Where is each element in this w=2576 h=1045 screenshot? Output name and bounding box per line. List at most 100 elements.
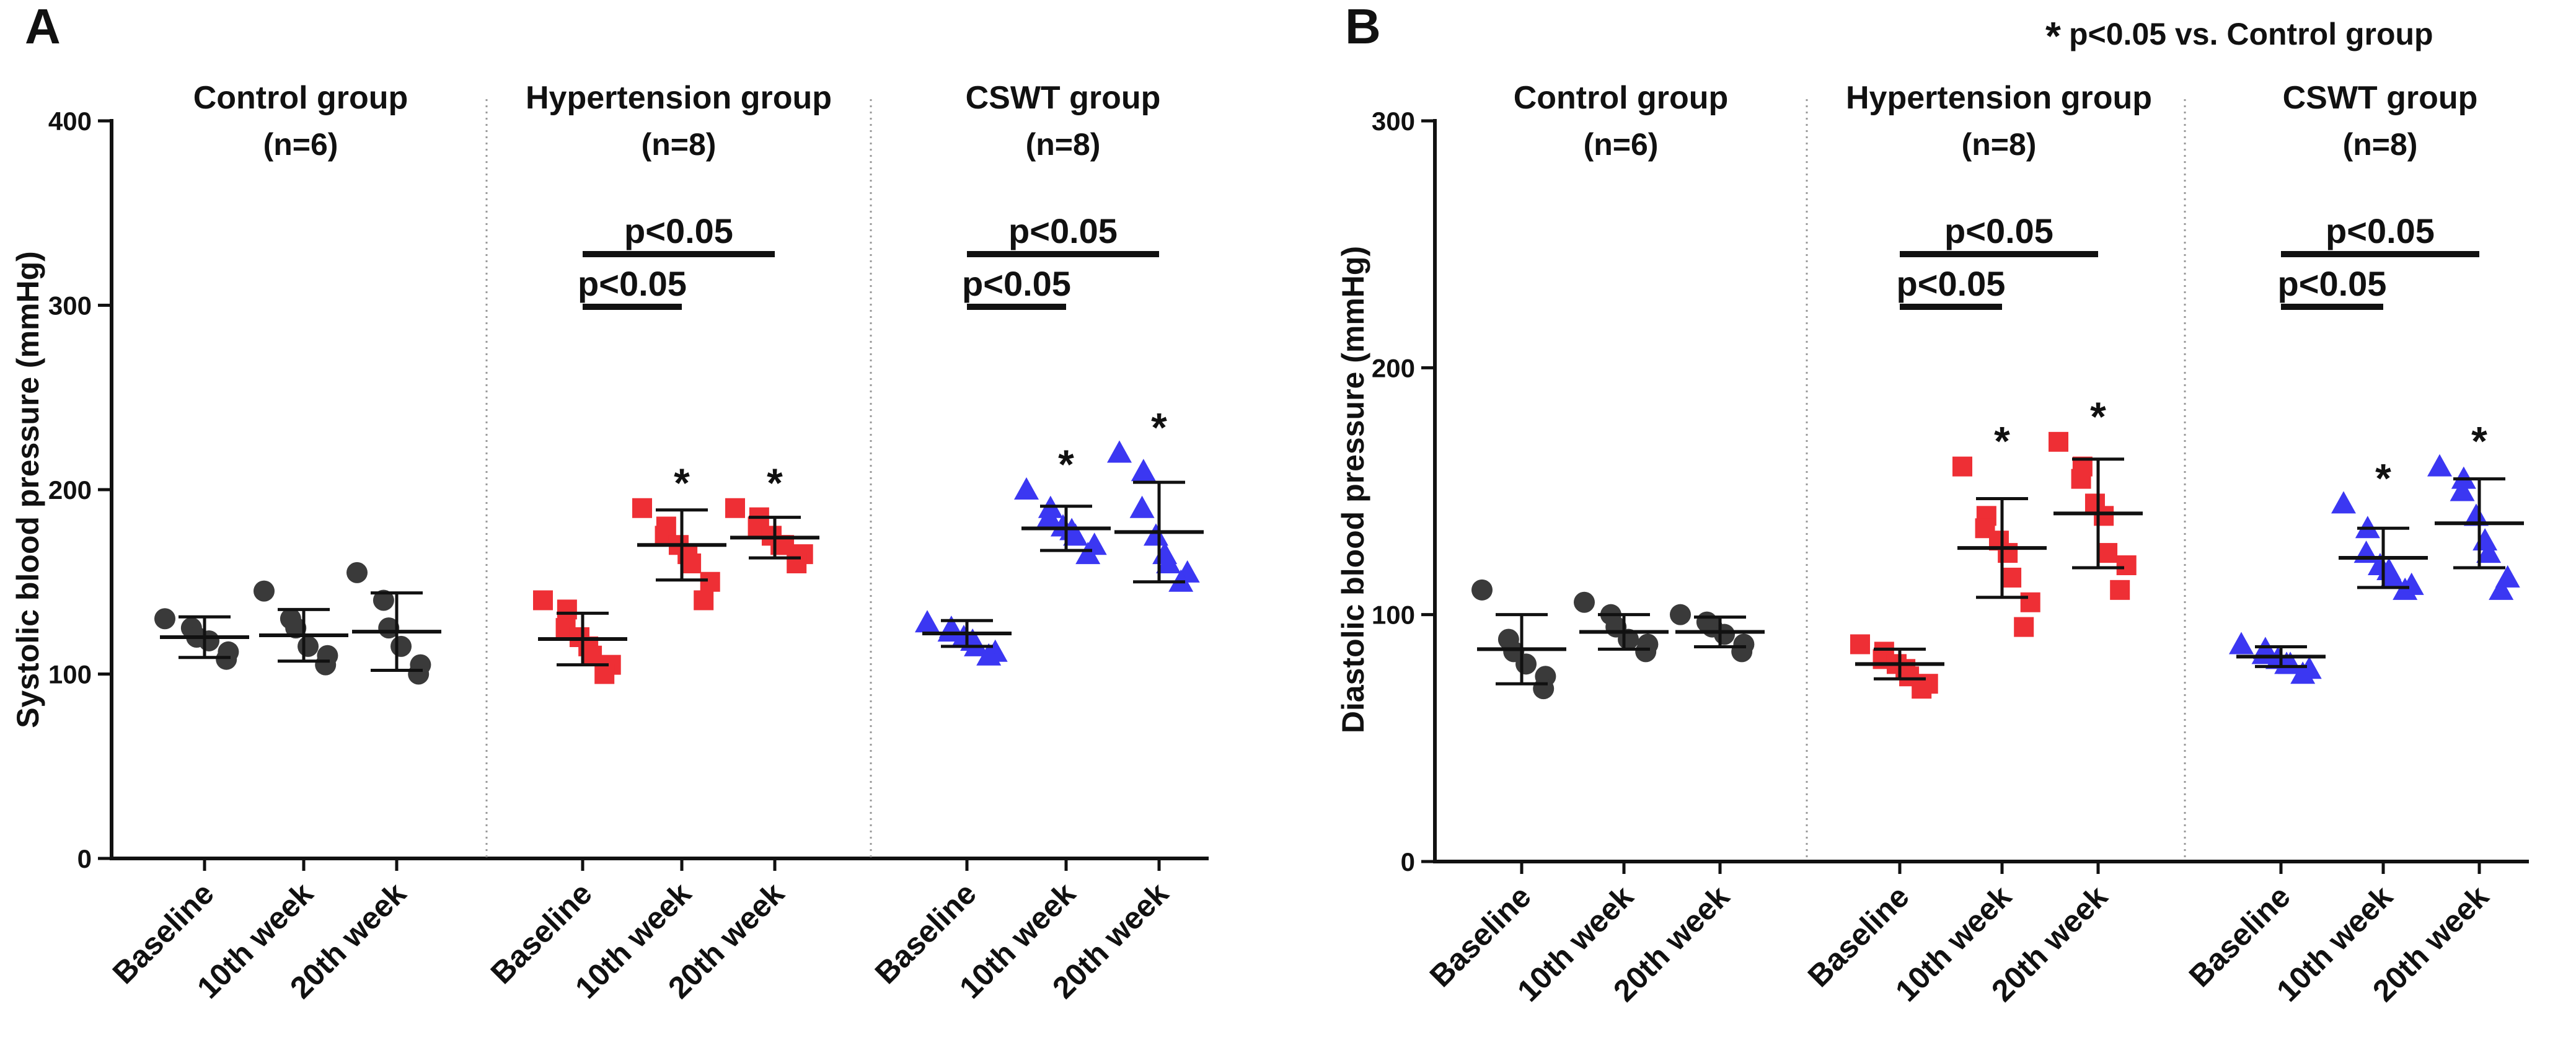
panel-b-significance-label: p<0.05 — [2326, 211, 2435, 250]
panel-b-significance-label: p<0.05 — [2278, 264, 2387, 303]
panel-a-data-point — [1063, 523, 1088, 546]
panel-b-letter: B — [1345, 0, 1381, 54]
panel-a-data-point — [216, 648, 237, 670]
footnote-text: p<0.05 vs. Control group — [2069, 17, 2433, 51]
panel-a-data-point — [198, 630, 220, 651]
panel-b-y-tick-label: 100 — [1372, 601, 1415, 630]
panel-b-data-point — [1731, 641, 1753, 663]
panel-a-data-point — [976, 643, 1002, 666]
panel-b-data-point — [2489, 577, 2514, 600]
panel-b-group-title: CSWT group — [2283, 80, 2478, 116]
panel-a-data-point — [694, 590, 714, 611]
panel-a-y-axis-title: Systolic blood pressure (mmHg) — [11, 251, 45, 728]
panel-b-data-point — [1912, 679, 1932, 699]
panel-b-data-point — [2380, 565, 2406, 588]
panel-b-group-title: Hypertension group — [1846, 80, 2152, 116]
panel-b-data-point — [2450, 478, 2475, 501]
panel-b-significance-label: p<0.05 — [1897, 264, 2006, 303]
panel-b-data-point — [2229, 632, 2254, 655]
footnote-star: * — [2045, 14, 2061, 58]
panel-a-data-point — [346, 562, 368, 583]
panel-b-y-axis-title: Diastolic blood pressure (mmHg) — [1336, 246, 1370, 733]
panel-b-significance-star: * — [2471, 418, 2487, 464]
panel-a-data-point — [315, 654, 337, 676]
panel-a-data-point — [1036, 505, 1062, 527]
panel-b-data-point — [1515, 653, 1537, 675]
panel-a-data-point — [557, 599, 577, 620]
panel-a-significance-label: p<0.05 — [962, 264, 1071, 303]
panel-b-data-point — [2097, 543, 2118, 563]
panel-b-significance-star: * — [2375, 455, 2391, 501]
panel-a-significance-star: * — [1151, 405, 1167, 451]
panel-b-data-point — [2472, 528, 2498, 551]
panel-a-data-point — [154, 608, 175, 630]
panel-a-data-point — [373, 589, 394, 611]
panel-a-significance-star: * — [674, 460, 690, 506]
panel-a-data-point — [700, 571, 720, 592]
panel-b-data-point — [2278, 651, 2303, 674]
panel-b-data-point — [2251, 642, 2277, 664]
panel-a-data-point — [408, 663, 430, 685]
panel-a-data-point — [285, 617, 307, 639]
panel-a-data-point — [915, 610, 940, 633]
panel-a-data-point — [1143, 523, 1168, 546]
panel-a-data-point — [298, 635, 319, 657]
panel-b-data-point — [2116, 555, 2137, 575]
panel-a-significance-label: p<0.05 — [578, 264, 687, 303]
panel-a-data-point — [1131, 459, 1156, 482]
panel-a-y-tick-label: 100 — [48, 660, 92, 689]
panel-a-group-n: (n=8) — [642, 127, 717, 162]
panel-a-significance-star: * — [767, 460, 783, 506]
panel-a-group-n: (n=6) — [263, 127, 338, 162]
panel-b-data-point — [1952, 456, 1972, 477]
panel-a-y-tick-label: 0 — [77, 844, 92, 873]
panel-a-group-title: CSWT group — [966, 80, 1161, 116]
panel-a-significance-label: p<0.05 — [624, 211, 733, 250]
panel-b-data-point — [2020, 592, 2040, 612]
panel-b-data-point — [2071, 469, 2091, 489]
panel-a-data-point — [594, 664, 615, 684]
panel-a-significance-star: * — [1058, 441, 1074, 487]
panel-a-y-tick-label: 200 — [48, 475, 92, 505]
panel-a-data-point — [1075, 542, 1101, 565]
panel-a-data-point — [1156, 551, 1181, 573]
panel-b-data-point — [2331, 491, 2356, 514]
panel-a-data-point — [1107, 440, 1132, 463]
panel-b-data-point — [2427, 454, 2452, 477]
panel-a-data-point — [937, 619, 963, 642]
panel-b-group-n: (n=8) — [2343, 127, 2418, 162]
panel-b-data-point — [1574, 591, 1595, 613]
panel-a-data-point — [1129, 495, 1155, 518]
panel-b-data-point — [2014, 617, 2034, 637]
panel-b-data-point — [2290, 661, 2316, 684]
panel-b-data-point — [1850, 634, 1870, 655]
panel-b-data-point — [1714, 624, 1736, 645]
panel-a-y-tick-label: 400 — [48, 107, 92, 136]
panel-a-y-tick-label: 300 — [48, 291, 92, 320]
panel-a-data-point — [582, 645, 602, 666]
panel-b-data-point — [1533, 678, 1555, 700]
panel-b-data-point — [1635, 641, 1657, 663]
panel-a-group-title: Control group — [193, 80, 408, 116]
panel-b-y-tick-label: 300 — [1372, 107, 1415, 136]
panel-a-data-point — [632, 498, 652, 518]
panel-b-group-title: Control group — [1514, 80, 1729, 116]
panel-a-data-point — [533, 590, 553, 611]
panel-b-y-tick-label: 0 — [1401, 847, 1415, 876]
panel-a-data-point — [390, 635, 412, 657]
panel-a-significance-label: p<0.05 — [1008, 211, 1118, 250]
panel-b-data-point — [1471, 579, 1493, 601]
panel-a-letter: A — [25, 0, 61, 54]
panel-b-data-point — [1670, 604, 1691, 625]
panel-b-significance-label: p<0.05 — [1944, 211, 2053, 250]
panel-b-data-point — [2463, 503, 2489, 526]
panel-a-data-point — [254, 580, 275, 602]
panel-b-group-n: (n=6) — [1584, 127, 1659, 162]
panel-b-data-point — [2476, 540, 2502, 563]
panel-b-group-n: (n=8) — [1962, 127, 2037, 162]
panel-a-data-point — [725, 498, 745, 518]
panel-a-data-point — [1014, 477, 1039, 500]
panel-b-significance-star: * — [1994, 418, 2010, 464]
panel-a-group-title: Hypertension group — [526, 80, 832, 116]
panel-a-data-point — [681, 553, 702, 573]
